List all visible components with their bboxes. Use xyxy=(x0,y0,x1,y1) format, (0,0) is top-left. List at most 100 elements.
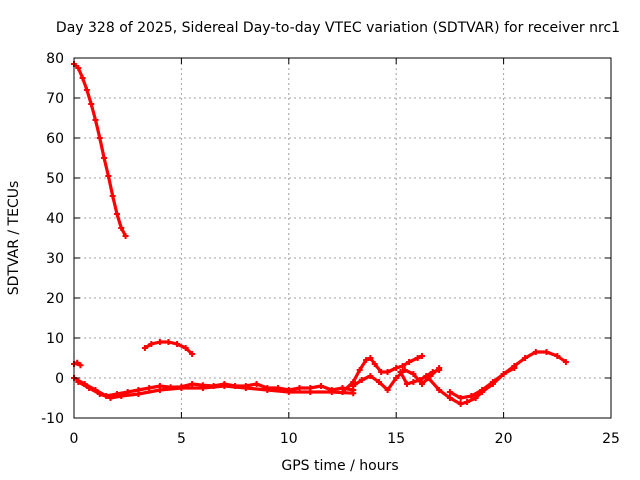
y-tick-label: -10 xyxy=(41,411,64,427)
y-tick-label: 40 xyxy=(46,211,64,227)
y-tick-label: 60 xyxy=(46,131,64,147)
data-point xyxy=(522,355,529,361)
data-point xyxy=(367,373,374,379)
series-low-arc-b xyxy=(75,379,357,401)
data-point xyxy=(425,375,432,381)
data-point xyxy=(406,359,413,365)
data-point xyxy=(189,381,196,387)
data-point xyxy=(264,387,271,393)
data-point xyxy=(464,399,471,405)
series-mid-arc-a xyxy=(339,353,425,395)
data-point xyxy=(429,369,436,375)
data-point xyxy=(457,395,464,401)
data-point xyxy=(457,401,464,407)
y-tick-label: 50 xyxy=(46,171,64,187)
data-point xyxy=(339,389,346,395)
data-point xyxy=(393,365,400,371)
series-mid-arc-c xyxy=(397,367,443,387)
data-point xyxy=(148,341,155,347)
data-point xyxy=(410,371,417,377)
data-point xyxy=(79,75,86,81)
y-tick-label: 70 xyxy=(46,91,64,107)
data-point xyxy=(296,385,303,391)
series-line xyxy=(76,380,355,400)
data-point xyxy=(418,353,425,359)
data-point xyxy=(189,351,196,357)
data-point xyxy=(472,395,479,401)
data-point xyxy=(446,389,453,395)
y-tick-label: 80 xyxy=(46,51,64,67)
data-point xyxy=(199,385,206,391)
data-point xyxy=(174,341,181,347)
series-start-marks xyxy=(71,359,84,369)
data-point xyxy=(178,385,185,391)
grid-lines xyxy=(74,58,611,418)
data-point xyxy=(350,390,357,397)
data-point xyxy=(118,393,125,399)
series-high-arc xyxy=(71,61,129,239)
data-point xyxy=(367,355,374,361)
x-tick-label: 10 xyxy=(280,431,298,447)
data-point xyxy=(92,117,99,123)
x-tick-label: 5 xyxy=(177,431,186,447)
y-axis-label: SDTVAR / TECUs xyxy=(6,181,22,296)
series-late-arc-b xyxy=(446,365,518,401)
data-point xyxy=(107,395,114,401)
data-point xyxy=(511,365,518,371)
data-point xyxy=(165,339,172,345)
plot-frame xyxy=(73,57,612,419)
data-point xyxy=(403,381,410,387)
data-point xyxy=(436,367,443,373)
data-point xyxy=(436,387,443,393)
y-tick-label: 20 xyxy=(46,291,64,307)
data-point xyxy=(86,385,93,391)
x-tick-label: 0 xyxy=(70,431,79,447)
data-point xyxy=(122,233,129,239)
data-point xyxy=(397,369,404,375)
data-point xyxy=(393,375,400,381)
data-point xyxy=(182,345,189,351)
data-point xyxy=(399,363,406,369)
y-tick-label: 30 xyxy=(46,251,64,267)
data-point xyxy=(105,173,112,179)
data-point xyxy=(96,391,103,397)
data-point xyxy=(356,367,363,373)
data-point xyxy=(384,387,391,393)
data-point xyxy=(562,359,569,365)
data-point xyxy=(307,389,314,395)
data-point xyxy=(468,393,475,399)
data-point xyxy=(414,355,421,361)
data-point xyxy=(253,381,260,387)
data-point xyxy=(109,193,116,199)
data-point xyxy=(156,339,163,345)
data-point xyxy=(418,381,425,387)
data-point xyxy=(74,359,81,366)
axis-ticks: -10 0 10 20 30 40 50 60 70 80 0 5 10 15 20 25 xyxy=(41,51,620,447)
data-point xyxy=(410,379,417,385)
data-point xyxy=(532,349,539,355)
data-point xyxy=(358,377,365,383)
series-bump-arc xyxy=(141,339,196,357)
data-point xyxy=(75,379,82,385)
chart-title: Day 328 of 2025, Sidereal Day-to-day VTE… xyxy=(56,20,620,36)
data-point xyxy=(350,383,357,389)
data-point xyxy=(221,383,228,389)
data-point xyxy=(416,377,423,383)
data-point xyxy=(77,362,84,369)
data-point xyxy=(75,65,82,71)
data-series xyxy=(71,61,569,407)
data-point xyxy=(113,211,120,217)
data-point xyxy=(88,101,95,107)
data-point xyxy=(285,389,292,395)
data-point xyxy=(146,385,153,391)
data-point xyxy=(118,225,125,231)
data-point xyxy=(363,357,370,363)
data-point xyxy=(156,387,163,393)
data-point xyxy=(135,391,142,397)
data-point xyxy=(242,385,249,391)
data-point xyxy=(479,387,486,393)
data-point xyxy=(500,371,507,377)
data-point xyxy=(543,349,550,355)
x-axis-label: GPS time / hours xyxy=(281,458,398,474)
